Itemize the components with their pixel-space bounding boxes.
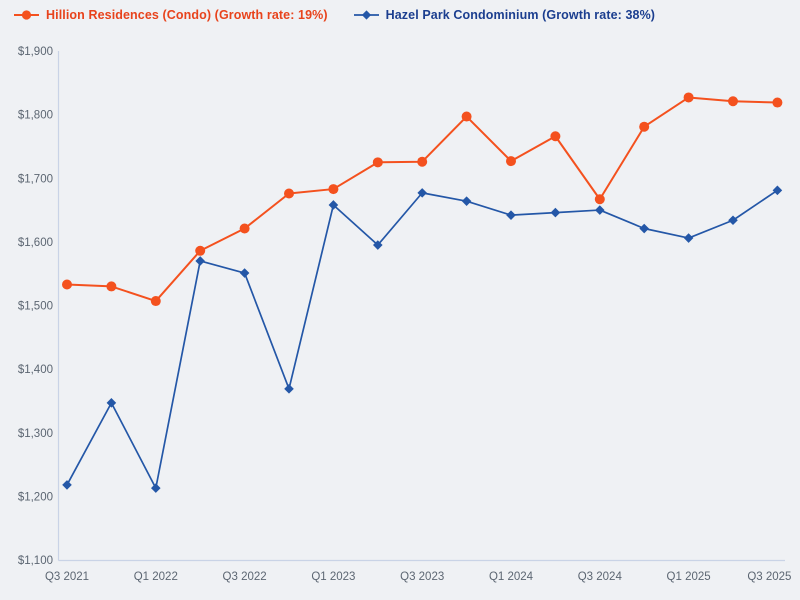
series-hillion	[62, 92, 783, 307]
diamond-marker-icon	[353, 10, 379, 20]
series-line	[66, 189, 778, 489]
x-axis-tick-label: Q1 2024	[489, 571, 534, 583]
data-point-hillion-residences-condo--3[interactable]	[195, 245, 206, 256]
data-point-hillion-residences-condo--12[interactable]	[594, 194, 605, 205]
data-point-hillion-residences-condo--0[interactable]	[62, 279, 72, 290]
data-point-hazel-park-condominium-6[interactable]	[328, 200, 339, 210]
legend-label-hazel-park: Hazel Park Condominium (Growth rate: 38%…	[385, 8, 656, 22]
y-axis-tick-label: $1,500	[18, 301, 53, 313]
y-axis-tick-label: $1,400	[18, 364, 53, 376]
chart-legend: Hillion Residences (Condo) (Growth rate:…	[14, 8, 655, 22]
circle-marker-icon	[14, 10, 39, 20]
data-point-hazel-park-condominium-13[interactable]	[639, 223, 649, 234]
x-axis-tick-label: Q3 2024	[578, 571, 623, 583]
data-point-hazel-park-condominium-3[interactable]	[195, 256, 205, 266]
data-point-hazel-park-condominium-11[interactable]	[550, 207, 561, 218]
y-axis-tick-label: $1,600	[18, 237, 53, 249]
series-hazel-park	[62, 185, 783, 493]
data-point-hazel-park-condominium-15[interactable]	[728, 215, 738, 226]
data-point-hillion-residences-condo--13[interactable]	[639, 121, 650, 132]
data-point-hillion-residences-condo--9[interactable]	[461, 111, 472, 122]
data-point-hazel-park-condominium-12[interactable]	[595, 205, 605, 215]
data-point-hillion-residences-condo--16[interactable]	[772, 97, 783, 108]
data-point-hillion-residences-condo--4[interactable]	[239, 223, 250, 234]
data-point-hillion-residences-condo--15[interactable]	[728, 96, 738, 107]
data-point-hillion-residences-condo--5[interactable]	[284, 188, 294, 199]
data-point-hillion-residences-condo--11[interactable]	[550, 131, 561, 142]
x-axis-tick-label: Q3 2022	[223, 571, 267, 583]
x-axis-tick-label: Q1 2022	[134, 571, 178, 583]
data-point-hillion-residences-condo--14[interactable]	[683, 92, 694, 103]
data-point-hazel-park-condominium-16[interactable]	[772, 185, 783, 196]
data-point-hazel-park-condominium-14[interactable]	[683, 233, 694, 243]
y-axis-tick-label: $1,900	[18, 46, 53, 58]
data-point-hazel-park-condominium-8[interactable]	[417, 188, 427, 198]
data-point-hillion-residences-condo--8[interactable]	[417, 156, 428, 167]
y-axis-tick-label: $1,700	[18, 173, 53, 185]
data-point-hazel-park-condominium-7[interactable]	[373, 240, 383, 250]
x-axis-tick-label: Q3 2025	[747, 571, 791, 583]
x-axis-tick-label: Q3 2023	[400, 571, 444, 583]
x-axis-tick-label: Q1 2025	[667, 571, 711, 583]
data-point-hazel-park-condominium-10[interactable]	[506, 210, 516, 220]
data-point-hillion-residences-condo--6[interactable]	[328, 184, 339, 195]
y-axis-tick-label: $1,100	[18, 555, 53, 567]
data-point-hazel-park-condominium-0[interactable]	[62, 480, 72, 490]
data-point-hillion-residences-condo--10[interactable]	[506, 156, 516, 167]
data-point-hillion-residences-condo--1[interactable]	[106, 281, 117, 292]
y-axis-tick-label: $1,800	[18, 110, 53, 122]
series-line	[66, 96, 778, 303]
x-axis-tick-label: Q3 2021	[45, 571, 89, 583]
data-point-hazel-park-condominium-2[interactable]	[151, 483, 161, 493]
data-point-hillion-residences-condo--7[interactable]	[372, 157, 383, 168]
x-axis-tick-label: Q1 2023	[311, 571, 355, 583]
data-point-hillion-residences-condo--2[interactable]	[150, 296, 161, 307]
legend-label-hillion: Hillion Residences (Condo) (Growth rate:…	[46, 8, 328, 22]
data-point-hazel-park-condominium-5[interactable]	[284, 384, 294, 394]
data-point-hazel-park-condominium-1[interactable]	[106, 398, 117, 408]
y-axis-tick-label: $1,200	[18, 491, 53, 503]
y-axis-tick-label: $1,300	[18, 428, 53, 440]
legend-item-hazel-park[interactable]: Hazel Park Condominium (Growth rate: 38%…	[353, 8, 656, 22]
data-point-hazel-park-condominium-9[interactable]	[461, 196, 472, 206]
legend-item-hillion[interactable]: Hillion Residences (Condo) (Growth rate:…	[14, 8, 328, 22]
data-point-hazel-park-condominium-4[interactable]	[239, 268, 250, 278]
